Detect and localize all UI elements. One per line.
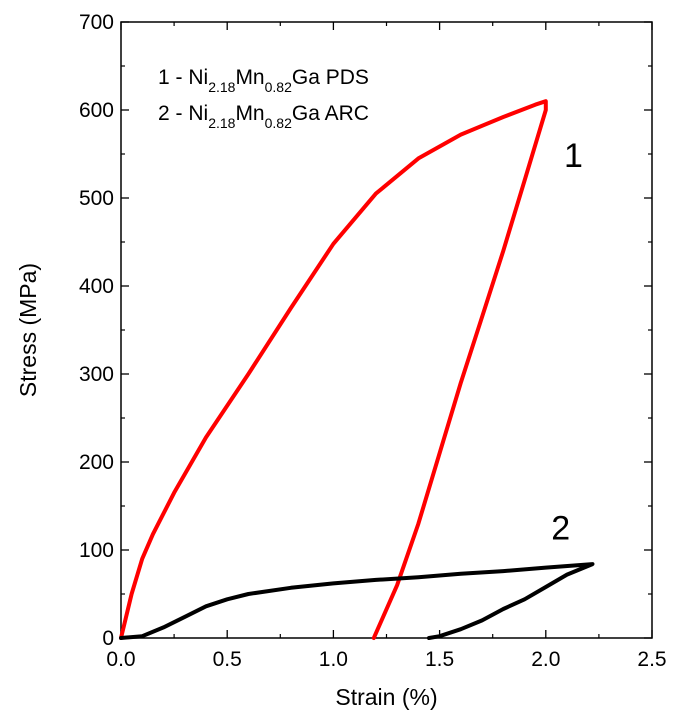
x-tick-label: 0.0 <box>106 648 135 671</box>
y-axis-label: Stress (MPa) <box>15 263 41 397</box>
y-tick-label: 0 <box>102 627 114 650</box>
curve-label-2: 2 <box>551 509 570 547</box>
legend-entry-2: 2 - Ni2.18Mn0.82Ga ARC <box>158 102 369 131</box>
y-tick-label: 300 <box>79 363 114 386</box>
series-2-line <box>119 562 595 640</box>
legend-entry-1: 1 - Ni2.18Mn0.82Ga PDS <box>158 66 369 95</box>
x-tick-label: 2.0 <box>531 648 560 671</box>
x-tick-label: 1.0 <box>319 648 348 671</box>
y-tick-label: 100 <box>79 539 114 562</box>
x-tick-label: 0.5 <box>213 648 242 671</box>
x-axis-label: Strain (%) <box>335 684 437 710</box>
series-1-line <box>119 99 548 640</box>
y-tick-label: 500 <box>79 187 114 210</box>
y-tick-label: 600 <box>79 99 114 122</box>
curve-label-1: 1 <box>564 137 583 175</box>
x-tick-label: 2.5 <box>637 648 666 671</box>
y-tick-label: 700 <box>79 11 114 34</box>
x-tick-label: 1.5 <box>425 648 454 671</box>
y-tick-label: 400 <box>79 275 114 298</box>
y-tick-label: 200 <box>79 451 114 474</box>
